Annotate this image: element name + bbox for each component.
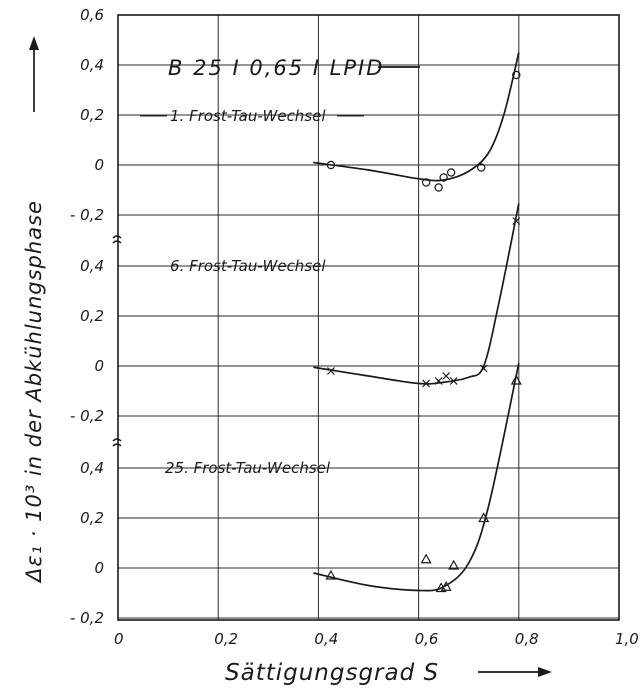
fit-curve bbox=[313, 362, 520, 592]
fit-curve bbox=[313, 203, 520, 385]
data-point-triangle bbox=[510, 374, 522, 385]
data-point-cross bbox=[479, 364, 488, 373]
data-point-triangle bbox=[325, 569, 337, 580]
data-point-circle bbox=[477, 163, 486, 172]
y-tick-label: 0 bbox=[94, 357, 104, 375]
y-tick-label: 0,2 bbox=[80, 307, 104, 325]
data-point-cross bbox=[327, 367, 335, 375]
axis-break-mark bbox=[112, 438, 122, 447]
y-tick-label: 0 bbox=[94, 156, 104, 174]
data-point-circle bbox=[326, 160, 336, 170]
y-tick-label: 0,4 bbox=[80, 56, 104, 74]
x-tick-label: 0 bbox=[114, 630, 124, 648]
markers bbox=[325, 70, 522, 593]
data-point-cross bbox=[449, 377, 458, 385]
axis-breaks bbox=[112, 235, 122, 447]
x-axis-arrow-head bbox=[538, 667, 552, 677]
data-point-cross bbox=[422, 379, 431, 388]
y-tick-label: - 0,2 bbox=[70, 609, 104, 627]
panel-label: 1. Frost-Tau-Wechsel bbox=[170, 107, 326, 125]
y-tick-label: 0,2 bbox=[80, 106, 104, 124]
y-tick-label: 0,2 bbox=[80, 509, 104, 527]
data-point-triangle bbox=[448, 559, 460, 570]
grid bbox=[118, 15, 619, 620]
tick-labels: 0 0,2 0,4 0,6 0,8 1,0 0,6 0,4 0,2 0 - 0,2 0,4 0,2 0 - … bbox=[70, 6, 639, 648]
data-point-circle bbox=[446, 168, 456, 177]
panel-label: 25. Frost-Tau-Wechsel bbox=[165, 459, 331, 477]
plot-frame bbox=[117, 14, 620, 621]
panel-label: 6. Frost-Tau-Wechsel bbox=[170, 257, 326, 275]
fit-curve bbox=[313, 52, 520, 182]
axis-break-mark bbox=[112, 235, 122, 244]
curves bbox=[313, 52, 520, 592]
data-point-circle bbox=[512, 70, 521, 80]
data-point-circle bbox=[434, 183, 443, 192]
y-tick-label: 0,6 bbox=[80, 6, 104, 24]
x-tick-label: 0,4 bbox=[314, 630, 338, 648]
data-point-cross bbox=[442, 372, 451, 380]
x-tick-label: 1,0 bbox=[615, 630, 639, 648]
y-axis-arrow-head bbox=[29, 36, 39, 50]
x-tick-label: 0,6 bbox=[415, 630, 439, 648]
panel-labels: 1. Frost-Tau-Wechsel 6. Frost-Tau-Wechsel… bbox=[133, 107, 368, 477]
data-point-triangle bbox=[440, 581, 452, 591]
y-tick-label: 0,4 bbox=[80, 459, 104, 477]
data-point-triangle bbox=[478, 512, 490, 523]
y-axis-title: Δε₁ · 10³ in der Abkühlungsphase bbox=[22, 200, 46, 584]
chart-title: B 25 I 0,65 I LPID bbox=[168, 56, 384, 80]
x-tick-label: 0,8 bbox=[515, 630, 539, 648]
y-tick-label: 0 bbox=[94, 559, 104, 577]
data-point-circle bbox=[421, 178, 431, 187]
y-tick-label: - 0,2 bbox=[70, 206, 104, 224]
x-axis-title: Sättigungsgrad S bbox=[225, 660, 439, 686]
y-tick-label: 0,4 bbox=[80, 257, 104, 275]
data-point-cross bbox=[512, 217, 521, 225]
data-point-triangle bbox=[420, 553, 432, 564]
x-tick-label: 0,2 bbox=[214, 630, 238, 648]
y-tick-label: - 0,2 bbox=[70, 407, 104, 425]
data-point-cross bbox=[434, 377, 443, 385]
data-point-circle bbox=[439, 173, 448, 182]
